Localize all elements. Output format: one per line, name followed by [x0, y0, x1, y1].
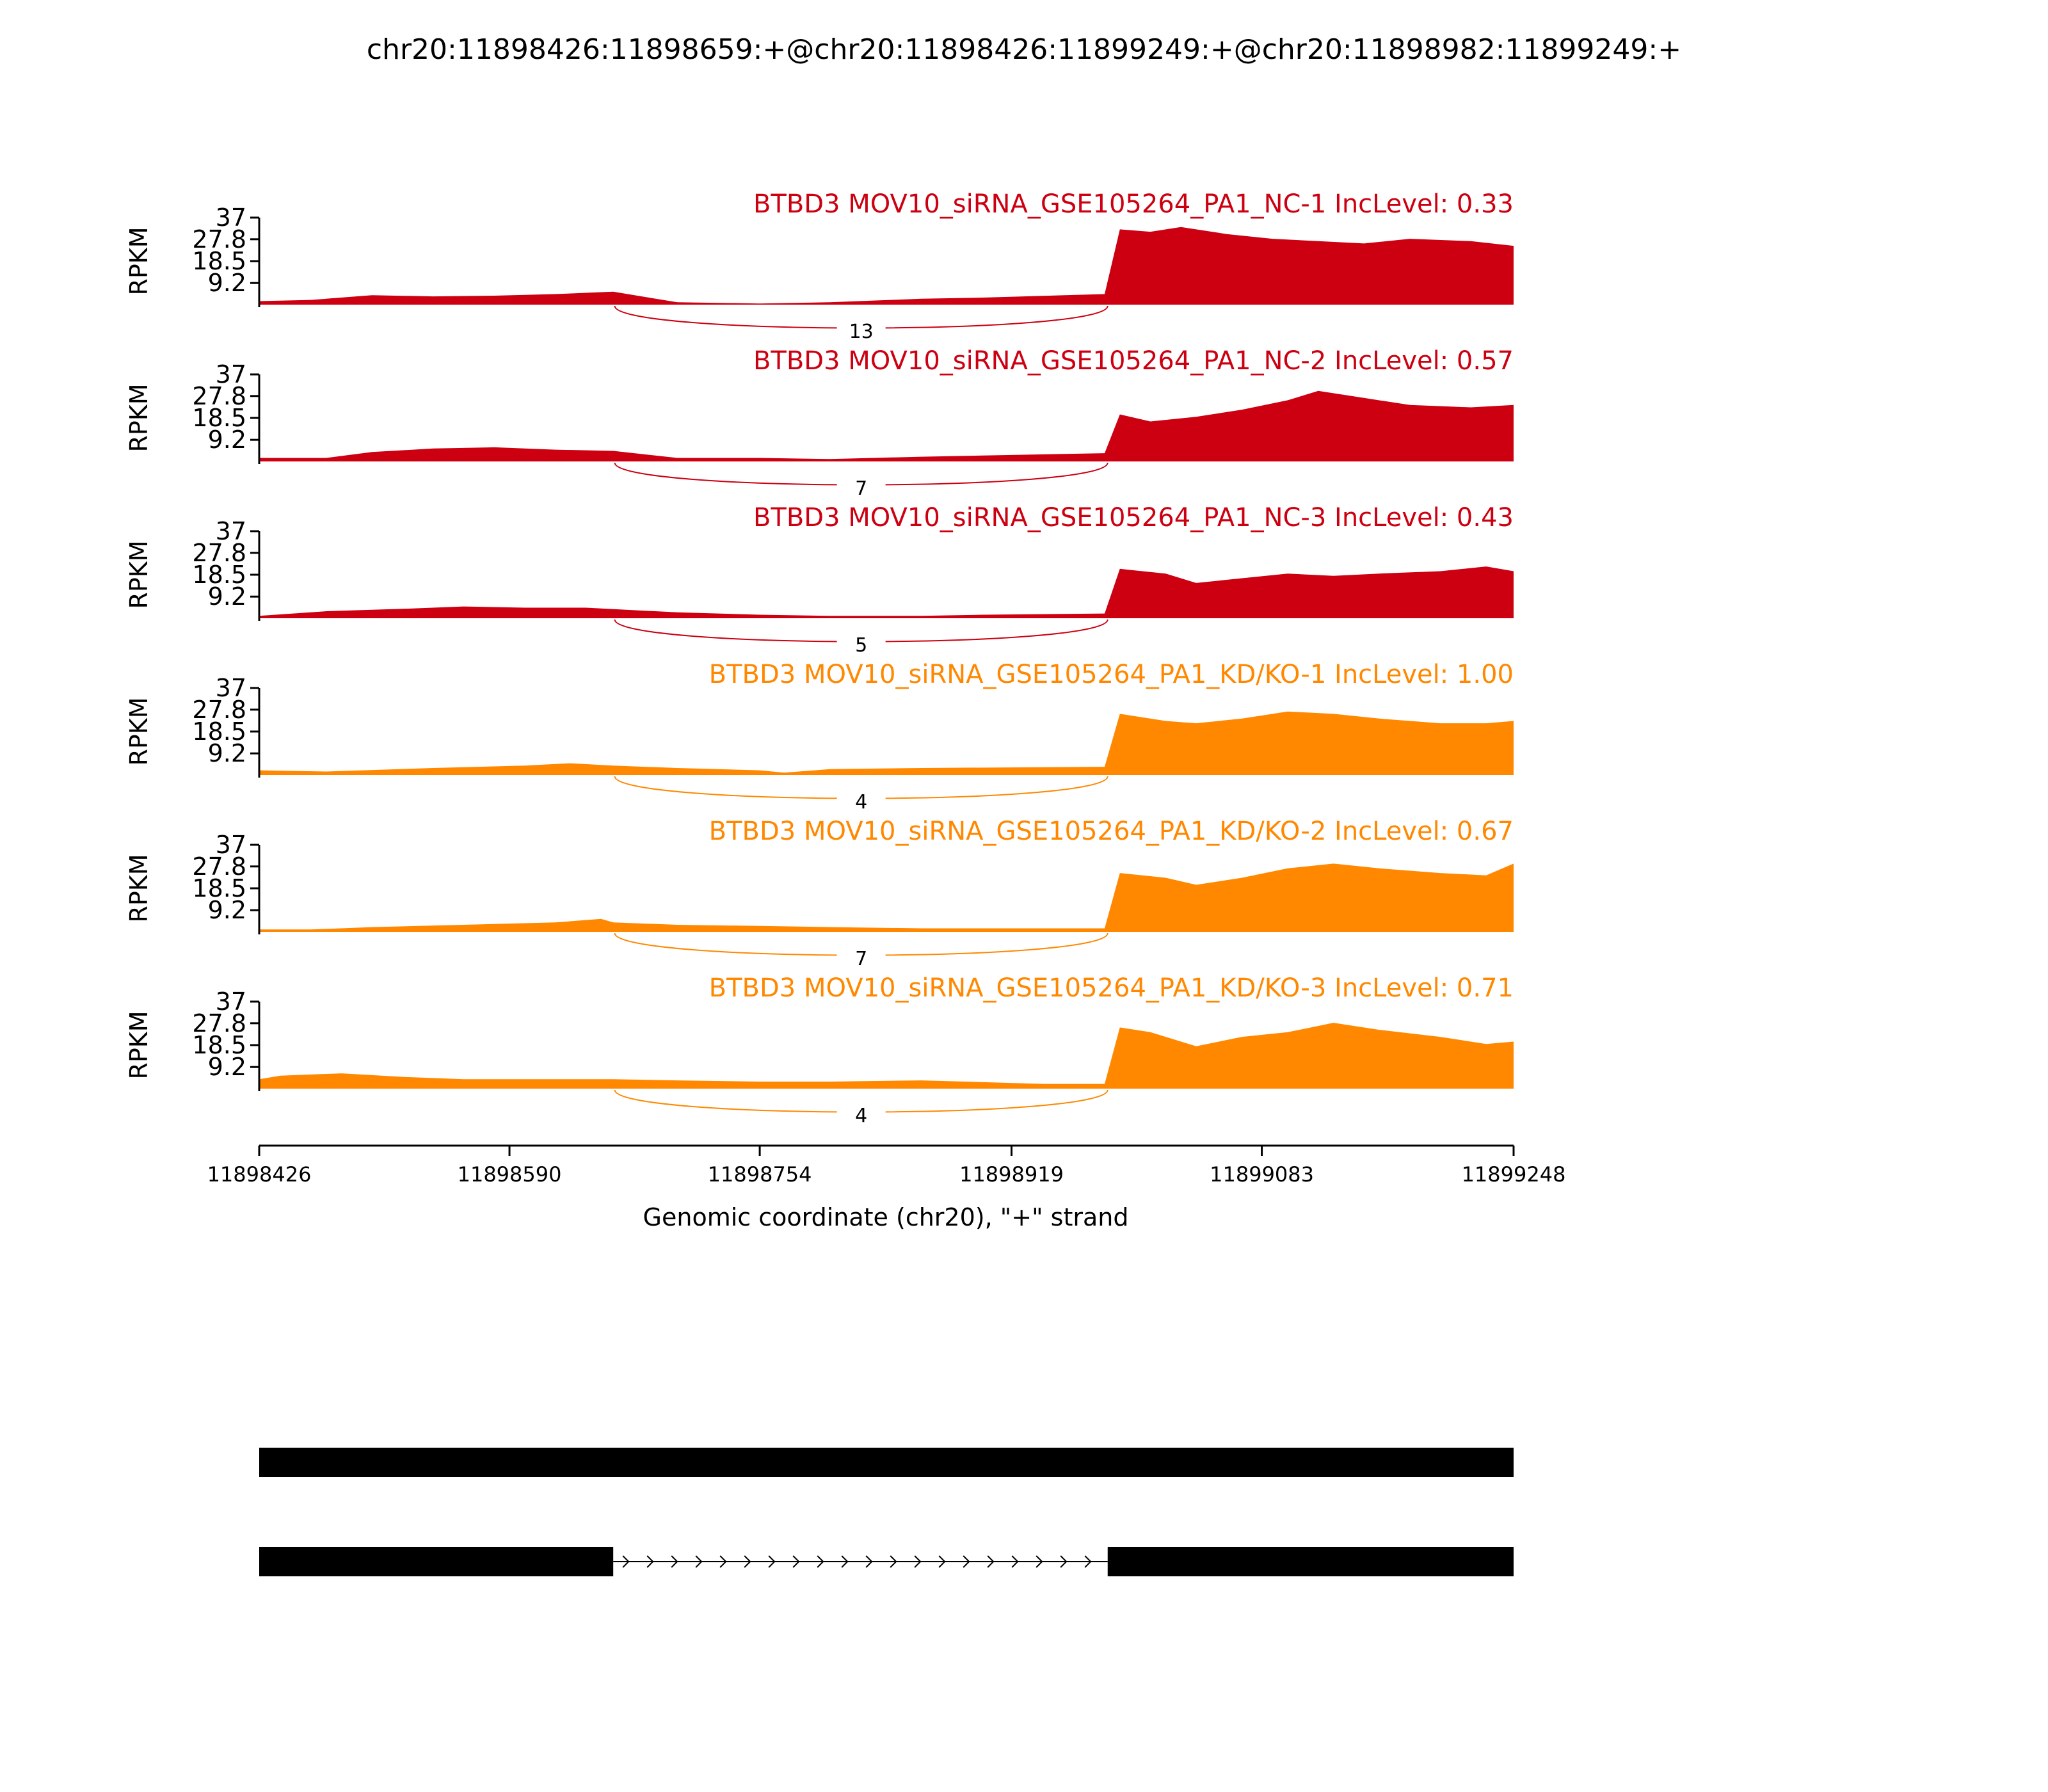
y-tick-label: 9.2	[208, 739, 246, 767]
strand-arrow	[841, 1555, 849, 1568]
track-5: 9.218.527.837 RPKM BTBD3 MOV10_siRNA_GSE10…	[125, 817, 1514, 970]
y-tick-label: 27.8	[192, 1009, 246, 1037]
figure-title: chr20:11898426:11898659:+@chr20:11898426…	[367, 33, 1681, 66]
junction-label-bg	[836, 789, 886, 812]
y-tick-label: 37	[216, 360, 246, 388]
y-tick-label: 27.8	[192, 382, 246, 410]
junction-count: 13	[849, 321, 874, 343]
y-axis-label: RPKM	[125, 540, 153, 609]
strand-arrow	[622, 1555, 630, 1568]
coverage-area	[259, 863, 1514, 932]
strand-arrow	[817, 1555, 824, 1568]
y-axis-label: RPKM	[125, 1011, 153, 1079]
y-tick-label: 37	[216, 674, 246, 702]
y-tick-label: 9.2	[208, 426, 246, 454]
junction-count: 4	[855, 1105, 867, 1127]
x-tick-label: 11898919	[959, 1162, 1064, 1187]
x-axis: 11898426 11898590 11898754 11898919 11899083…	[207, 1144, 1566, 1187]
x-tick-label: 11898754	[708, 1162, 812, 1187]
y-tick-label: 9.2	[208, 582, 246, 611]
x-tick-label: 11899083	[1210, 1162, 1314, 1187]
y-axis-label: RPKM	[125, 383, 153, 452]
strand-arrow	[646, 1555, 654, 1568]
gene-model	[259, 1448, 1514, 1576]
junction-count: 5	[855, 634, 867, 657]
track-3: 9.218.527.837 RPKM BTBD3 MOV10_siRNA_GSE10…	[125, 503, 1514, 657]
track-title: BTBD3 MOV10_siRNA_GSE105264_PA1_NC-2 Inc…	[753, 346, 1514, 376]
y-tick-label: 9.2	[208, 269, 246, 297]
strand-arrow	[1011, 1555, 1019, 1568]
strand-arrow	[865, 1555, 873, 1568]
coverage-area	[259, 390, 1514, 461]
y-tick-label: 27.8	[192, 539, 246, 567]
junction-count: 7	[855, 948, 867, 970]
coverage-area	[259, 711, 1514, 775]
y-axis-label: RPKM	[125, 697, 153, 765]
strand-arrow	[1084, 1555, 1092, 1568]
y-axis-label: RPKM	[125, 227, 153, 295]
y-tick-label: 37	[216, 988, 246, 1016]
strand-arrow	[768, 1555, 776, 1568]
strand-arrow	[963, 1555, 970, 1568]
y-tick-label: 37	[216, 204, 246, 232]
y-tick-label: 18.5	[192, 1031, 246, 1059]
x-axis-label: Genomic coordinate (chr20), "+" strand	[643, 1203, 1129, 1231]
y-tick-label: 9.2	[208, 896, 246, 924]
x-tick-label: 11898426	[207, 1162, 312, 1187]
y-tick-label: 18.5	[192, 404, 246, 432]
y-axis-label: RPKM	[125, 854, 153, 922]
track-6: 9.218.527.837 RPKM BTBD3 MOV10_siRNA_GSE10…	[125, 973, 1514, 1127]
track-4: 9.218.527.837 RPKM BTBD3 MOV10_siRNA_GSE10…	[125, 660, 1514, 813]
strand-arrow	[719, 1555, 727, 1568]
junction-label-bg	[836, 319, 886, 342]
strand-arrow	[671, 1555, 678, 1568]
y-tick-label: 18.5	[192, 561, 246, 589]
y-tick-label: 18.5	[192, 874, 246, 902]
y-tick-label: 27.8	[192, 852, 246, 881]
track-title: BTBD3 MOV10_siRNA_GSE105264_PA1_KD/KO-1 …	[709, 660, 1514, 689]
coverage-area	[259, 566, 1514, 618]
isoform-2	[259, 1547, 1514, 1576]
junction-count: 7	[855, 477, 867, 500]
strand-arrow	[695, 1555, 703, 1568]
junction-label-bg	[836, 632, 886, 655]
track-2: 9.218.527.837 RPKM BTBD3 MOV10_siRNA_GSE10…	[125, 346, 1514, 500]
y-tick-label: 37	[216, 517, 246, 545]
strand-arrow	[938, 1555, 946, 1568]
x-tick-label: 11899248	[1462, 1162, 1566, 1187]
strand-arrow	[914, 1555, 922, 1568]
junction-label-bg	[836, 946, 886, 969]
coverage-area	[259, 227, 1514, 305]
track-title: BTBD3 MOV10_siRNA_GSE105264_PA1_NC-3 Inc…	[753, 503, 1514, 532]
y-tick-label: 9.2	[208, 1053, 246, 1081]
y-tick-label: 18.5	[192, 247, 246, 275]
y-tick-label: 27.8	[192, 696, 246, 724]
strand-arrow	[890, 1555, 897, 1568]
strand-arrow	[1036, 1555, 1043, 1568]
exon-block	[259, 1448, 1514, 1477]
junction-label-bg	[836, 1103, 886, 1126]
strand-arrow	[1060, 1555, 1068, 1568]
exon-block	[259, 1547, 614, 1576]
track-1: 9.218.527.837 RPKM BTBD3 MOV10_siRNA_GSE10…	[125, 189, 1514, 343]
coverage-area	[259, 1023, 1514, 1089]
strand-arrow	[987, 1555, 995, 1568]
junction-count: 4	[855, 791, 867, 813]
strand-arrow	[792, 1555, 800, 1568]
exon-block	[1107, 1547, 1514, 1576]
y-tick-label: 18.5	[192, 717, 246, 746]
y-tick-label: 27.8	[192, 225, 246, 253]
strand-arrow	[744, 1555, 751, 1568]
track-title: BTBD3 MOV10_siRNA_GSE105264_PA1_KD/KO-2 …	[709, 817, 1514, 846]
junction-label-bg	[836, 476, 886, 499]
isoform-1	[259, 1448, 1514, 1477]
track-title: BTBD3 MOV10_siRNA_GSE105264_PA1_KD/KO-3 …	[709, 973, 1514, 1003]
y-tick-label: 37	[216, 831, 246, 859]
track-title: BTBD3 MOV10_siRNA_GSE105264_PA1_NC-1 Inc…	[753, 189, 1514, 219]
x-tick-label: 11898590	[458, 1162, 562, 1187]
